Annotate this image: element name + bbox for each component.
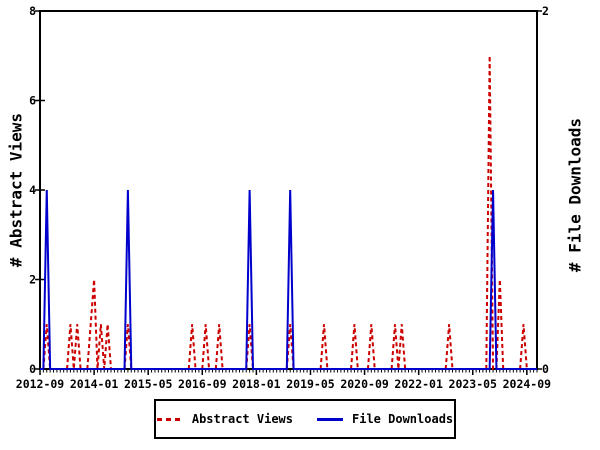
left-axis-tick-label: 0	[29, 362, 36, 376]
legend-label-abstract-views: Abstract Views	[191, 412, 293, 426]
x-axis-tick-label: 2018-01	[232, 377, 281, 391]
solid-line-sample-icon	[317, 417, 343, 421]
left-axis-tick-label: 2	[29, 273, 36, 287]
x-axis-tick-label: 2016-09	[178, 377, 227, 391]
right-axis-title: # File Downloads	[565, 117, 585, 273]
left-axis-tick-label: 4	[29, 183, 36, 197]
right-axis-tick-label: 0	[542, 362, 549, 376]
x-axis-tick-label: 2014-01	[70, 377, 119, 391]
left-axis-tick-label: 8	[29, 4, 36, 18]
x-axis-tick-label: 2023-05	[449, 377, 498, 391]
legend-entry-file-downloads: File Downloads	[317, 412, 453, 426]
x-axis-tick-label: 2015-05	[124, 377, 173, 391]
x-axis-tick-label: 2024-09	[503, 377, 552, 391]
right-axis-tick-label: 2	[542, 4, 549, 18]
left-axis-title: # Abstract Views	[6, 112, 26, 268]
x-axis-tick-label: 2020-09	[340, 377, 389, 391]
x-axis-tick-label: 2022-01	[394, 377, 443, 391]
legend-label-file-downloads: File Downloads	[352, 412, 454, 426]
series-line-file-downloads	[40, 189, 537, 370]
x-axis-tick-label: 2012-09	[16, 377, 65, 391]
left-axis-tick-label: 6	[29, 94, 36, 108]
x-axis-tick-label: 2019-05	[286, 377, 335, 391]
series-line-abstract-views	[42, 55, 528, 370]
legend-entry-abstract-views: Abstract Views	[156, 412, 293, 426]
x-axis-major-ticks	[39, 369, 528, 375]
chart-legend: Abstract Views File Downloads	[154, 399, 456, 439]
dashed-line-sample-icon	[156, 417, 183, 421]
